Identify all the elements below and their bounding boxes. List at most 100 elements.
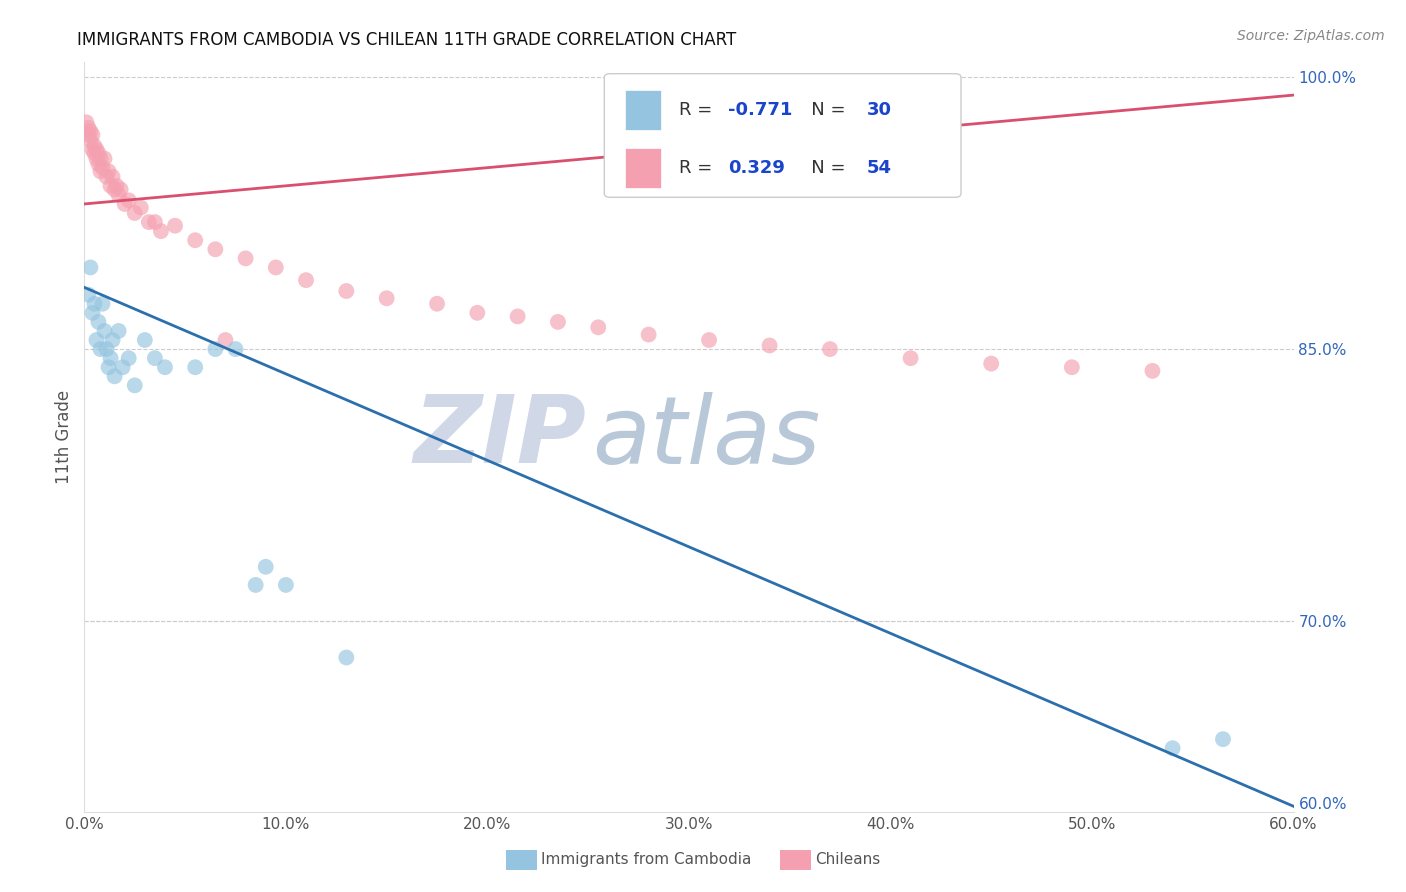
Point (818, 342, 841, 356)
Point (184, 360, 207, 375)
Point (1142, 364, 1164, 378)
Text: atlas: atlas (592, 392, 821, 483)
Point (97, 164, 120, 178)
Text: 0.329: 0.329 (728, 159, 785, 177)
Text: Chileans: Chileans (815, 853, 880, 867)
Point (375, 291, 398, 305)
Point (87, 146, 110, 161)
Point (149, 224, 172, 238)
Point (91, 297, 114, 311)
Text: Immigrants from Cambodia: Immigrants from Cambodia (541, 853, 752, 867)
Point (426, 297, 449, 311)
Point (111, 360, 134, 375)
Point (79, 260, 101, 275)
Point (83, 297, 105, 311)
Point (1060, 360, 1083, 375)
Point (83, 139, 105, 153)
Point (75, 115, 97, 129)
Point (118, 351, 141, 366)
Point (295, 273, 318, 287)
Point (96, 169, 118, 184)
Point (86, 152, 108, 166)
Point (204, 242, 226, 256)
Point (138, 215, 160, 229)
Point (77, 287, 100, 301)
Point (82, 306, 104, 320)
Text: N =: N = (794, 159, 852, 177)
Point (86, 143, 108, 157)
Point (89, 152, 111, 166)
Point (124, 206, 146, 220)
Point (637, 327, 659, 342)
Point (153, 360, 176, 375)
Y-axis label: 11th Grade: 11th Grade (55, 390, 73, 484)
Point (467, 306, 489, 320)
Point (89, 164, 111, 178)
Text: ZIP: ZIP (413, 391, 586, 483)
Point (110, 182, 132, 196)
Point (82, 143, 104, 157)
FancyBboxPatch shape (624, 148, 661, 188)
Point (235, 252, 257, 266)
Point (264, 260, 287, 275)
Point (588, 320, 610, 334)
Point (134, 333, 156, 347)
Text: -0.771: -0.771 (728, 101, 792, 119)
Point (1161, 741, 1184, 756)
Point (204, 342, 226, 356)
Point (86, 333, 108, 347)
Point (335, 650, 357, 665)
Point (758, 338, 780, 352)
Point (77, 120, 100, 135)
Point (143, 351, 166, 366)
Point (118, 194, 141, 208)
Point (100, 351, 122, 366)
Point (107, 324, 129, 338)
Point (254, 559, 277, 574)
Point (129, 201, 152, 215)
Point (697, 333, 720, 347)
Point (1212, 732, 1234, 747)
Text: Source: ZipAtlas.com: Source: ZipAtlas.com (1237, 29, 1385, 43)
Point (79, 124, 101, 138)
FancyBboxPatch shape (605, 74, 962, 197)
Point (105, 178, 128, 193)
Point (245, 578, 267, 592)
Point (91, 161, 114, 175)
Point (79, 133, 101, 147)
Point (104, 369, 127, 384)
Point (274, 578, 297, 592)
Point (100, 178, 122, 193)
Point (107, 187, 129, 202)
Point (214, 333, 236, 347)
Text: 30: 30 (866, 101, 891, 119)
Point (225, 342, 247, 356)
Text: R =: R = (679, 101, 718, 119)
FancyBboxPatch shape (624, 89, 661, 130)
Point (547, 315, 569, 329)
Point (335, 284, 357, 298)
Point (114, 197, 136, 211)
Point (89, 342, 111, 356)
Point (101, 169, 124, 184)
Text: R =: R = (679, 159, 718, 177)
Point (980, 357, 1002, 371)
Point (101, 333, 124, 347)
Point (104, 182, 127, 196)
Point (93, 324, 115, 338)
Point (77, 128, 100, 142)
Text: 54: 54 (866, 159, 891, 177)
Point (93, 152, 115, 166)
Point (900, 351, 922, 366)
Point (87, 315, 110, 329)
Point (82, 128, 104, 142)
Point (83, 146, 105, 161)
Point (87, 157, 110, 171)
Point (97, 360, 120, 375)
Point (124, 378, 146, 392)
Point (506, 310, 529, 324)
Text: IMMIGRANTS FROM CAMBODIA VS CHILEAN 11TH GRADE CORRELATION CHART: IMMIGRANTS FROM CAMBODIA VS CHILEAN 11TH… (77, 31, 737, 49)
Point (165, 219, 187, 233)
Text: N =: N = (794, 101, 852, 119)
Point (184, 233, 207, 247)
